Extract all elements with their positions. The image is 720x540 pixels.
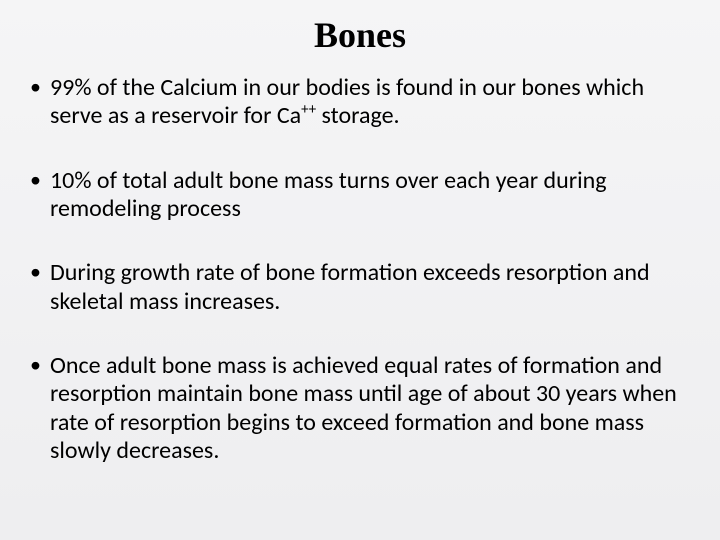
- bullet-item: Once adult bone mass is achieved equal r…: [28, 352, 692, 465]
- slide: Bones 99% of the Calcium in our bodies i…: [0, 0, 720, 540]
- bullet-item: 10% of total adult bone mass turns over …: [28, 167, 692, 224]
- bullet-item: During growth rate of bone formation exc…: [28, 259, 692, 316]
- bullet-text-sup: ++: [301, 100, 316, 118]
- slide-title: Bones: [28, 14, 692, 56]
- bullet-text-pre: During growth rate of bone formation exc…: [50, 258, 650, 315]
- bullet-item: 99% of the Calcium in our bodies is foun…: [28, 74, 692, 131]
- bullet-text-post: storage.: [316, 101, 399, 130]
- bullet-text-pre: Once adult bone mass is achieved equal r…: [50, 351, 677, 465]
- bullet-list: 99% of the Calcium in our bodies is foun…: [28, 74, 692, 465]
- bullet-text-pre: 10% of total adult bone mass turns over …: [50, 166, 607, 223]
